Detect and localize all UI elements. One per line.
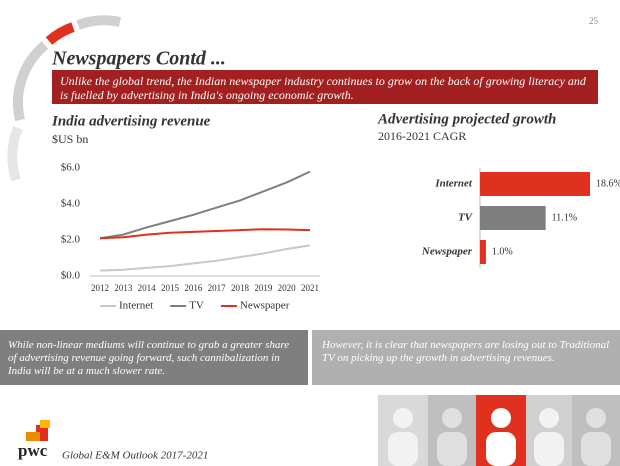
value-label: 1.0% xyxy=(492,246,513,257)
series-line xyxy=(99,170,311,240)
footer-text: Global E&M Outlook 2017-2021 xyxy=(62,450,208,462)
legend-label: Newspaper xyxy=(240,300,290,312)
value-label: 11.1% xyxy=(552,212,577,223)
x-tick-label: 2016 xyxy=(184,283,203,293)
x-tick-label: 2021 xyxy=(301,283,319,293)
bar xyxy=(480,206,546,230)
y-tick-label: $0.0 xyxy=(61,270,81,282)
slide-title: Newspapers Contd ... xyxy=(51,48,226,70)
chart-title: India advertising revenue xyxy=(51,113,211,129)
chart-subtitle: $US bn xyxy=(52,132,88,146)
banner-text: Unlike the global trend, the Indian news… xyxy=(60,74,586,102)
x-tick-label: 2019 xyxy=(254,283,273,293)
category-label: Internet xyxy=(434,178,473,190)
chart-subtitle: 2016-2021 CAGR xyxy=(378,129,466,143)
decor-arc xyxy=(7,15,122,182)
category-label: TV xyxy=(458,212,474,224)
y-tick-label: $6.0 xyxy=(61,162,81,174)
note-text: However, it is clear that newspapers are… xyxy=(322,339,610,364)
y-tick-label: $4.0 xyxy=(61,198,81,210)
x-tick-label: 2014 xyxy=(138,283,157,293)
x-tick-label: 2013 xyxy=(114,283,133,293)
people-strip xyxy=(378,395,620,466)
note-box xyxy=(0,330,308,385)
bar xyxy=(480,240,486,264)
banner xyxy=(52,70,598,104)
series-line xyxy=(99,228,311,240)
x-tick-label: 2015 xyxy=(161,283,180,293)
x-tick-label: 2012 xyxy=(91,283,109,293)
page-number: 25 xyxy=(589,16,599,26)
note-box xyxy=(312,330,620,385)
bar xyxy=(480,172,590,196)
logo-mark xyxy=(26,420,50,441)
logo: pwc xyxy=(18,441,48,460)
category-label: Newspaper xyxy=(421,246,473,258)
chart-title: Advertising projected growth xyxy=(377,111,556,127)
legend-label: TV xyxy=(189,300,204,312)
legend-label: Internet xyxy=(119,300,153,312)
x-tick-label: 2018 xyxy=(231,283,250,293)
note-text: While non-linear mediums will continue t… xyxy=(8,339,290,377)
series-line xyxy=(99,244,311,272)
x-tick-label: 2017 xyxy=(208,283,227,293)
x-tick-label: 2020 xyxy=(278,283,297,293)
y-tick-label: $2.0 xyxy=(61,234,81,246)
value-label: 18.6% xyxy=(596,178,620,189)
